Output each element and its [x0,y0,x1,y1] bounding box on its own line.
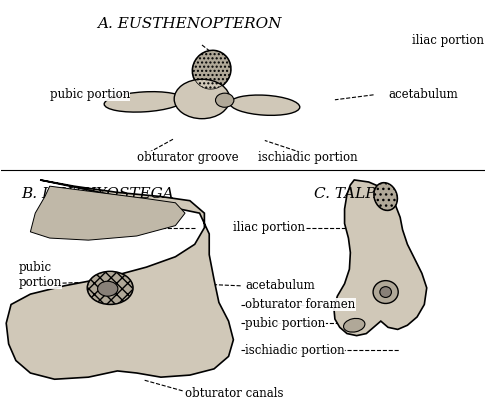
Text: A. EUSTHENOPTERON: A. EUSTHENOPTERON [98,17,282,31]
Ellipse shape [374,183,398,211]
Ellipse shape [373,280,398,303]
Text: pubic portion: pubic portion [50,88,130,101]
Ellipse shape [380,287,392,298]
Ellipse shape [104,92,184,112]
Ellipse shape [192,50,231,89]
Text: pubic
portion: pubic portion [18,261,62,289]
Text: obturator groove: obturator groove [136,150,238,163]
Ellipse shape [98,281,118,296]
Text: B. ICHTHYOSTEGA: B. ICHTHYOSTEGA [22,187,174,201]
Ellipse shape [230,95,300,115]
Text: ischiadic portion: ischiadic portion [246,344,345,357]
Text: iliac portion: iliac portion [412,34,484,47]
Polygon shape [334,180,426,336]
Text: iliac portion: iliac portion [234,221,306,234]
Text: acetabulum: acetabulum [246,279,315,292]
Text: obturator foramen: obturator foramen [246,298,356,311]
Polygon shape [6,180,234,379]
Ellipse shape [87,271,133,304]
Text: ischiadic portion: ischiadic portion [258,150,357,163]
Text: acetabulum: acetabulum [388,88,458,101]
Ellipse shape [216,93,234,107]
Text: obturator canals: obturator canals [185,387,284,400]
Text: C. TALPA: C. TALPA [314,187,385,201]
Ellipse shape [174,79,230,119]
Polygon shape [30,186,185,240]
Text: pubic portion: pubic portion [246,317,326,330]
Ellipse shape [344,319,365,332]
